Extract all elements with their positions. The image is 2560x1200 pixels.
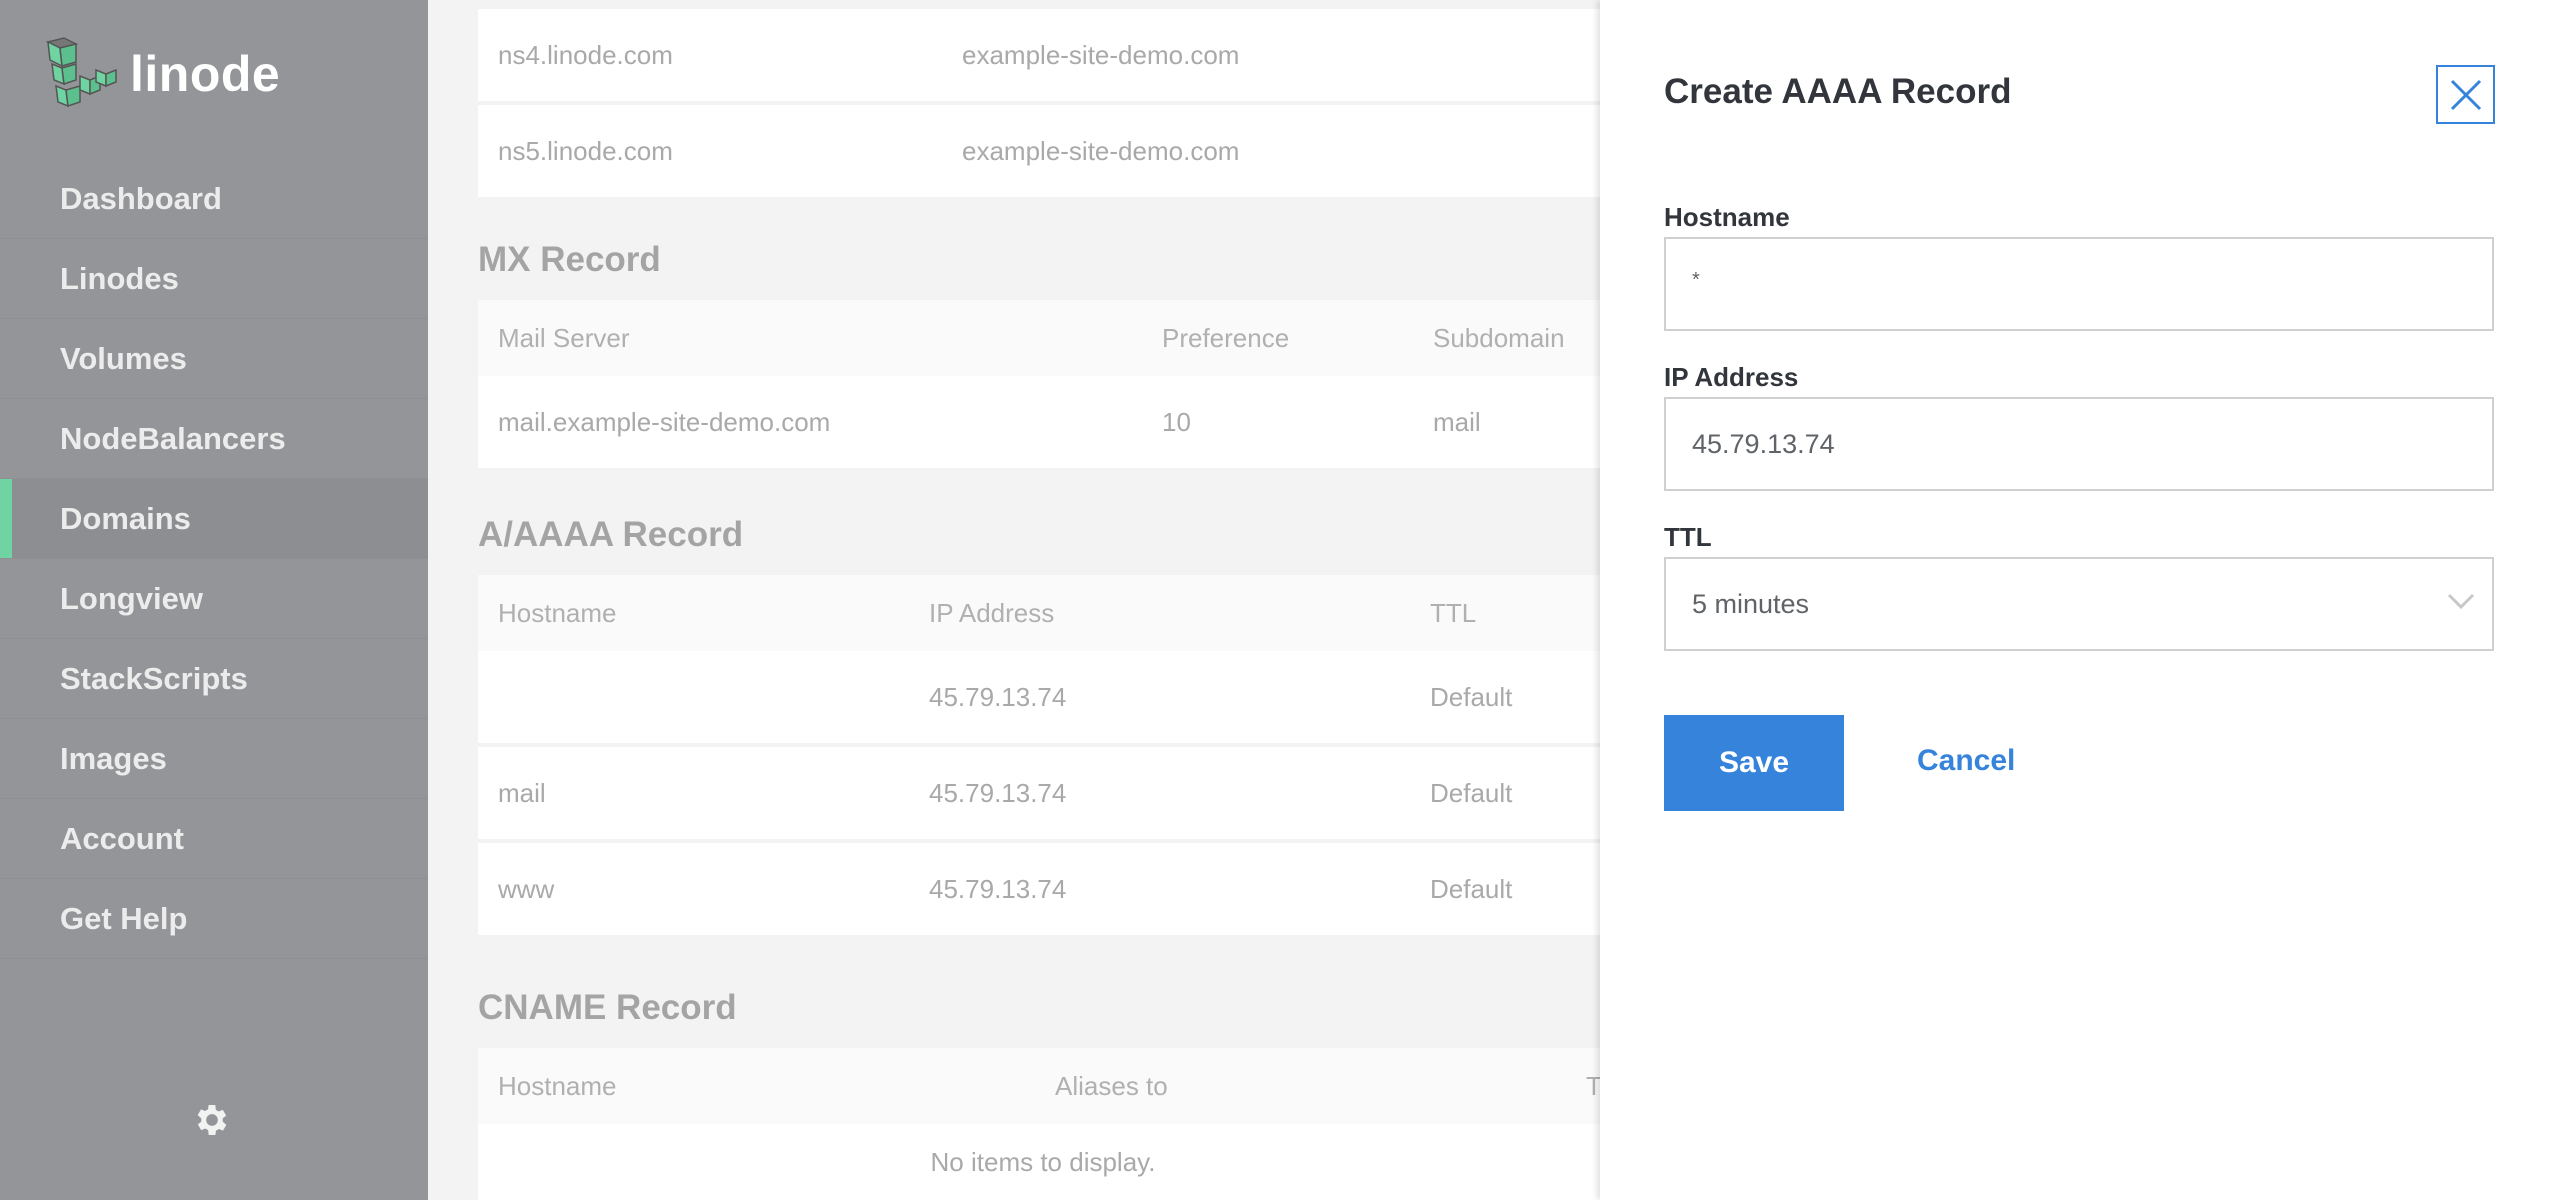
table-row: 45.79.13.74 Default	[478, 651, 1600, 747]
ttl: Default	[1430, 681, 1513, 712]
ns-subdomain: example-site-demo.com	[962, 135, 1240, 166]
hostname-input[interactable]: *	[1664, 237, 2494, 331]
sidebar-item-volumes[interactable]: Volumes	[0, 319, 428, 399]
table-row: www 45.79.13.74 Default	[478, 843, 1600, 939]
col-ttl: TTL	[1430, 597, 1477, 628]
mx-table: Mail Server Preference Subdomain mail.exam…	[478, 300, 1600, 472]
ns-table: ns4.linode.com example-site-demo.com ns5.…	[478, 9, 1600, 201]
ns-name: ns5.linode.com	[498, 135, 673, 166]
ip-address: 45.79.13.74	[929, 777, 1067, 808]
ttl-value: 5 minutes	[1692, 588, 1810, 619]
table-row: ns5.linode.com example-site-demo.com	[478, 105, 1600, 201]
hostname-label: Hostname	[1664, 202, 1790, 232]
hostname: www	[498, 873, 555, 904]
drawer-title: Create AAAA Record	[1664, 72, 2012, 111]
sidebar-item-dashboard[interactable]: Dashboard	[0, 159, 428, 239]
mx-heading: MX Record	[478, 240, 661, 279]
col-ip-address: IP Address	[929, 597, 1055, 628]
cname-table: Hostname Aliases to T No items to display.	[478, 1048, 1600, 1200]
subdomain: mail	[1433, 406, 1481, 437]
linode-cubes-icon	[46, 37, 117, 108]
col-ttl: T	[1586, 1070, 1600, 1101]
ttl: Default	[1430, 777, 1513, 808]
sidebar-item-account[interactable]: Account	[0, 799, 428, 879]
ip-address: 45.79.13.74	[929, 873, 1067, 904]
gear-icon[interactable]	[192, 1100, 232, 1140]
create-record-drawer: Create AAAA Record Hostname * IP Address…	[1600, 0, 2560, 1200]
col-subdomain: Subdomain	[1433, 322, 1565, 353]
table-header: Hostname IP Address TTL	[478, 575, 1600, 651]
empty-state: No items to display.	[478, 1124, 1600, 1200]
hostname: mail	[498, 777, 546, 808]
sidebar-nav: Dashboard Linodes Volumes NodeBalancers …	[0, 159, 428, 959]
a-heading: A/AAAA Record	[478, 515, 744, 554]
ttl: Default	[1430, 873, 1513, 904]
ip-address-label: IP Address	[1664, 362, 1799, 392]
preference: 10	[1162, 406, 1191, 437]
sidebar-item-longview[interactable]: Longview	[0, 559, 428, 639]
table-header: Mail Server Preference Subdomain	[478, 300, 1600, 376]
ip-address-value: 45.79.13.74	[1692, 428, 1835, 459]
col-mail-server: Mail Server	[498, 322, 630, 353]
cancel-button[interactable]: Cancel	[1917, 744, 2016, 777]
col-aliases-to: Aliases to	[1055, 1070, 1168, 1101]
mail-server: mail.example-site-demo.com	[498, 406, 831, 437]
table-row: mail 45.79.13.74 Default	[478, 747, 1600, 843]
table-header: Hostname Aliases to T	[478, 1048, 1600, 1124]
ip-address-input[interactable]: 45.79.13.74	[1664, 397, 2494, 491]
ip-address: 45.79.13.74	[929, 681, 1067, 712]
domain-records: ns4.linode.com example-site-demo.com ns5.…	[428, 0, 1600, 1200]
sidebar-item-get-help[interactable]: Get Help	[0, 879, 428, 959]
close-button[interactable]	[2436, 65, 2495, 124]
ttl-label: TTL	[1664, 522, 1712, 552]
table-row: ns4.linode.com example-site-demo.com	[478, 9, 1600, 105]
cname-heading: CNAME Record	[478, 988, 737, 1027]
hostname-value: *	[1692, 268, 1700, 291]
a-table: Hostname IP Address TTL 45.79.13.74 Default…	[478, 575, 1600, 939]
logo-text: linode	[130, 46, 281, 102]
sidebar-item-nodebalancers[interactable]: NodeBalancers	[0, 399, 428, 479]
ns-name: ns4.linode.com	[498, 39, 673, 70]
save-button[interactable]: Save	[1664, 715, 1844, 811]
sidebar-item-domains[interactable]: Domains	[0, 479, 428, 559]
col-hostname: Hostname	[498, 1070, 617, 1101]
close-icon	[2450, 79, 2481, 110]
col-preference: Preference	[1162, 322, 1290, 353]
sidebar: linode Dashboard Linodes Volumes NodeBal…	[0, 0, 428, 1200]
chevron-down-icon	[2447, 593, 2475, 610]
sidebar-item-images[interactable]: Images	[0, 719, 428, 799]
ns-subdomain: example-site-demo.com	[962, 39, 1240, 70]
table-row: mail.example-site-demo.com 10 mail	[478, 376, 1600, 472]
ttl-select[interactable]: 5 minutes	[1664, 557, 2494, 651]
sidebar-item-linodes[interactable]: Linodes	[0, 239, 428, 319]
col-hostname: Hostname	[498, 597, 617, 628]
sidebar-item-stackscripts[interactable]: StackScripts	[0, 639, 428, 719]
linode-logo[interactable]: linode	[46, 36, 280, 112]
